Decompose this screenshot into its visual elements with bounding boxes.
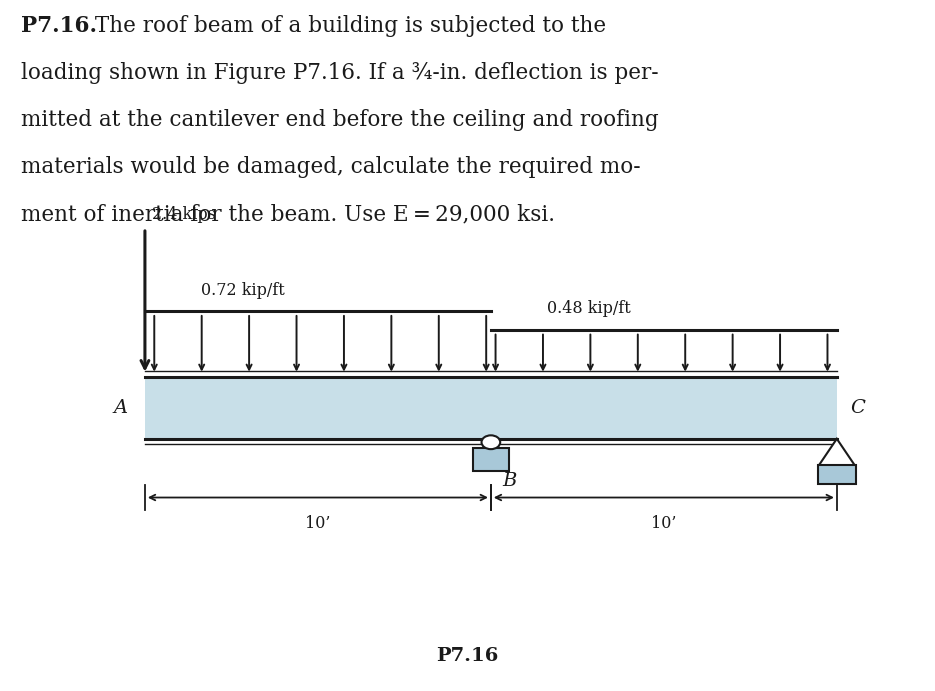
Text: mitted at the cantilever end before the ceiling and roofing: mitted at the cantilever end before the … <box>21 109 658 131</box>
Text: A: A <box>114 399 128 417</box>
Text: P7.16: P7.16 <box>437 647 498 665</box>
Bar <box>145 377 837 439</box>
Text: The roof beam of a building is subjected to the: The roof beam of a building is subjected… <box>88 15 606 37</box>
Bar <box>818 465 856 484</box>
Text: P7.16.: P7.16. <box>21 15 96 37</box>
Bar <box>473 448 509 471</box>
Circle shape <box>482 435 500 449</box>
Text: 0.48 kip/ft: 0.48 kip/ft <box>547 300 631 317</box>
Text: 0.72 kip/ft: 0.72 kip/ft <box>201 281 285 299</box>
Text: B: B <box>502 472 516 490</box>
Text: C: C <box>850 399 865 417</box>
Text: 10’: 10’ <box>305 515 331 533</box>
Text: ment of inertia for the beam. Use E = 29,000 ksi.: ment of inertia for the beam. Use E = 29… <box>21 203 554 225</box>
Text: materials would be damaged, calculate the required mo-: materials would be damaged, calculate th… <box>21 156 640 178</box>
Text: 2.4 kips: 2.4 kips <box>152 205 216 223</box>
Text: 10’: 10’ <box>651 515 677 533</box>
Polygon shape <box>819 439 855 465</box>
Text: loading shown in Figure P7.16. If a ¾-in. deflection is per-: loading shown in Figure P7.16. If a ¾-in… <box>21 62 658 84</box>
